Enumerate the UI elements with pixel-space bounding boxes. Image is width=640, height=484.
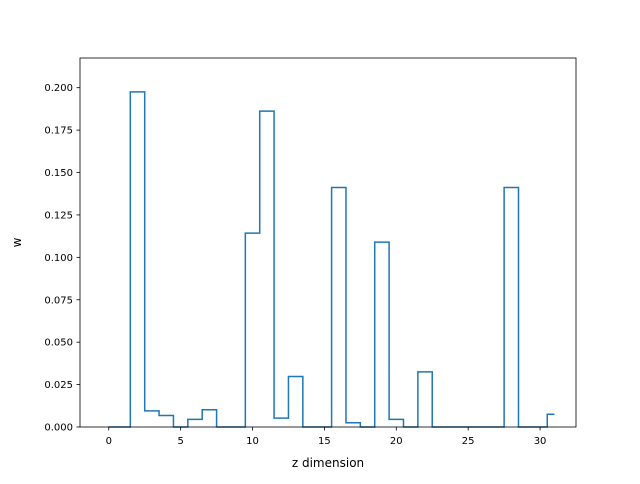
x-tick-label: 15 <box>318 436 331 447</box>
y-tick-label: 0.125 <box>44 210 73 221</box>
y-tick-label: 0.025 <box>44 380 73 391</box>
y-tick-label: 0.150 <box>44 168 73 179</box>
y-axis-label: w <box>10 237 24 247</box>
y-tick-label: 0.000 <box>44 423 73 434</box>
x-tick-label: 0 <box>106 436 112 447</box>
x-axis-label: z dimension <box>292 456 364 470</box>
x-tick-label: 5 <box>177 436 183 447</box>
x-tick-label: 25 <box>462 436 475 447</box>
y-tick-label: 0.175 <box>44 126 73 137</box>
y-tick-label: 0.200 <box>44 83 73 94</box>
y-tick-label: 0.100 <box>44 253 73 264</box>
x-tick-label: 20 <box>390 436 403 447</box>
x-tick-label: 10 <box>246 436 259 447</box>
y-tick-label: 0.050 <box>44 338 73 349</box>
y-tick-label: 0.075 <box>44 295 73 306</box>
axes-layer: 0 5 10 15 20 25 30 0.000 0.025 0.050 0.075 0.100 0.1… <box>44 57 577 447</box>
axes-frame <box>79 57 577 428</box>
x-tick-label: 30 <box>534 436 547 447</box>
